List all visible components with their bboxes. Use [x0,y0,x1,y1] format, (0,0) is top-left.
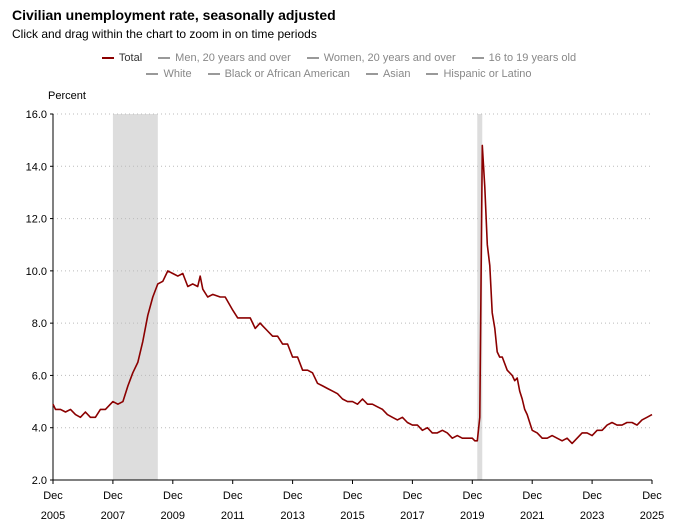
y-tick-label: 14.0 [26,161,47,173]
legend-row: Total Men, 20 years and over Women, 20 yea… [0,50,678,66]
chart-title: Civilian unemployment rate, seasonally a… [12,7,336,23]
x-tick-month-label: Dec [223,490,243,502]
y-axis-label: Percent [48,90,86,102]
x-tick-year-label: 2023 [580,510,604,522]
x-tick-year-label: 2021 [520,510,544,522]
legend-item[interactable]: 16 to 19 years old [471,52,577,64]
legend-item[interactable]: Asian [365,68,411,80]
x-tick-year-label: 2019 [460,510,484,522]
legend: Total Men, 20 years and over Women, 20 yea… [0,50,678,82]
x-tick-year-label: 2007 [101,510,125,522]
legend-label: Total [118,52,143,64]
x-tick-year-label: 2005 [41,510,65,522]
chart-subtitle: Click and drag within the chart to zoom … [12,27,317,41]
x-tick-month-label: Dec [103,490,123,502]
series-line-total[interactable] [52,144,653,445]
legend-label: Asian [382,68,411,80]
legend-swatch-icon [426,73,439,75]
x-tick-month-label: Dec [642,490,662,502]
legend-item[interactable]: Black or African American [207,68,350,80]
legend-label: Black or African American [224,68,350,80]
x-tick-month-label: Dec [582,490,602,502]
y-tick-label: 2.0 [32,475,47,487]
x-tick-year-label: 2009 [161,510,185,522]
legend-swatch-icon [471,57,484,59]
legend-item[interactable]: Men, 20 years and over [158,52,291,64]
recession-band [112,114,158,480]
x-tick-month-label: Dec [463,490,483,502]
y-tick-label: 4.0 [32,423,47,435]
x-tick-month-label: Dec [343,490,363,502]
legend-swatch-icon [158,57,171,59]
legend-swatch-icon [306,57,319,59]
legend-swatch-icon [207,73,220,75]
legend-item[interactable]: Women, 20 years and over [306,52,456,64]
legend-label: Hispanic or Latino [443,68,532,80]
legend-item[interactable]: Hispanic or Latino [426,68,532,80]
legend-swatch-icon [146,73,159,75]
x-tick-month-label: Dec [163,490,183,502]
legend-item[interactable]: White [146,68,192,80]
legend-swatch-icon [101,57,114,59]
x-tick-month-label: Dec [283,490,303,502]
x-tick-year-label: 2017 [400,510,424,522]
legend-label: Men, 20 years and over [175,52,291,64]
y-tick-label: 12.0 [26,214,47,226]
legend-swatch-icon [365,73,378,75]
legend-label: White [163,68,192,80]
y-tick-label: 10.0 [26,266,47,278]
x-tick-month-label: Dec [43,490,63,502]
x-tick-year-label: 2025 [640,510,664,522]
legend-label: 16 to 19 years old [488,52,577,64]
legend-label: Women, 20 years and over [323,52,456,64]
x-tick-year-label: 2011 [221,510,245,522]
y-tick-label: 16.0 [26,109,47,121]
x-tick-year-label: 2013 [280,510,304,522]
legend-row: White Black or African American Asian Hispa… [0,66,678,82]
x-tick-month-label: Dec [522,490,542,502]
y-tick-label: 6.0 [32,370,47,382]
x-tick-month-label: Dec [403,490,423,502]
y-tick-label: 8.0 [32,318,47,330]
x-tick-year-label: 2015 [340,510,364,522]
legend-item[interactable]: Total [101,52,143,64]
recession-band [477,114,483,480]
